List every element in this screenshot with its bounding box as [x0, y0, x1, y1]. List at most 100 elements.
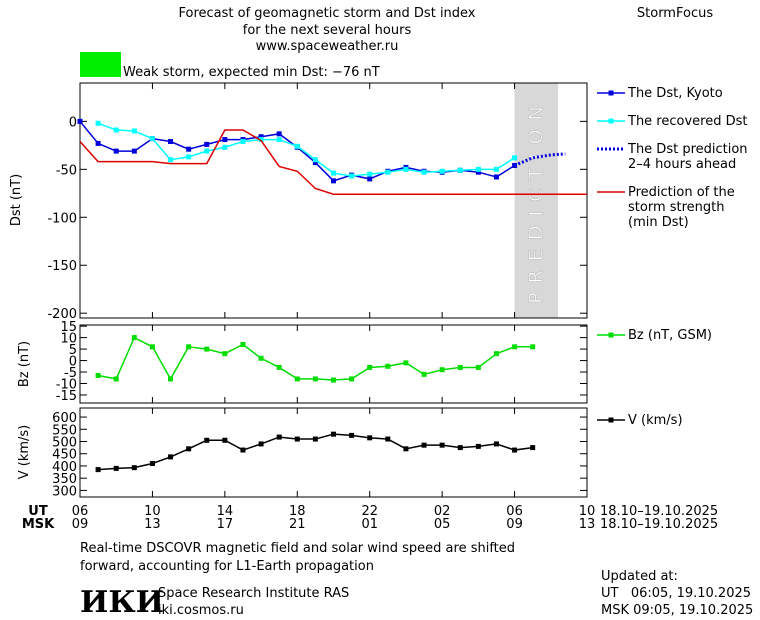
plot-frame [79, 82, 588, 319]
legend-label: Bz (nT, GSM) [628, 328, 712, 343]
point [439, 442, 445, 448]
point [331, 431, 336, 437]
point [294, 143, 300, 149]
point [349, 173, 355, 179]
x-tick-label: 06 [506, 504, 523, 519]
legend-marker [608, 332, 614, 338]
point [204, 141, 210, 147]
point [403, 166, 409, 172]
row-label: MSK [22, 517, 55, 532]
point [204, 148, 210, 154]
point [421, 371, 427, 377]
point [421, 169, 427, 175]
point [331, 377, 336, 383]
title-line: Forecast of geomagnetic storm and Dst in… [178, 6, 475, 21]
point [457, 167, 463, 173]
prediction-zone [514, 83, 559, 318]
point [475, 443, 481, 449]
point [367, 435, 373, 441]
point [149, 136, 155, 142]
point [276, 137, 282, 143]
y-tick-label: 15 [60, 320, 77, 335]
point [113, 376, 119, 382]
point [95, 372, 101, 378]
y-tick-label: 600 [52, 411, 77, 426]
y-tick-label: 5 [69, 343, 77, 358]
note: Real-time DSCOVR magnetic field and sola… [80, 541, 515, 556]
legend-label: V (km/s) [628, 413, 683, 428]
y-tick-label: 500 [52, 435, 77, 450]
point [222, 144, 228, 150]
point [493, 174, 499, 180]
x-tick-label: 13 [144, 517, 161, 532]
point [385, 169, 391, 175]
point [240, 342, 246, 347]
point [276, 434, 282, 440]
point [512, 344, 518, 350]
site: iki.cosmos.ru [158, 603, 244, 618]
series-line [97, 122, 515, 177]
point [168, 376, 174, 382]
point [168, 157, 174, 163]
title-line: www.spaceweather.ru [256, 39, 399, 54]
y-tick-label: -150 [47, 259, 77, 274]
point [131, 465, 137, 471]
point [276, 131, 282, 137]
legend-label: Prediction of the [628, 185, 735, 200]
series-line [79, 129, 587, 196]
point [349, 376, 355, 382]
x-tick-label: 01 [361, 517, 378, 532]
point [149, 461, 155, 467]
point [222, 137, 228, 143]
x-tick-label: 10 [144, 504, 161, 519]
row-label: UT [28, 504, 48, 519]
point [186, 146, 192, 152]
y-tick-label: -100 [47, 211, 77, 226]
point [530, 344, 536, 350]
x-tick-label: 13 [579, 517, 596, 532]
point [475, 364, 481, 370]
legend-marker [608, 417, 614, 423]
x-tick-label: 09 [506, 517, 523, 532]
x-tick-label: 22 [361, 504, 378, 519]
point [312, 157, 318, 163]
x-tick-label: 18 [289, 504, 306, 519]
point [95, 467, 101, 473]
point [186, 154, 192, 160]
point [240, 139, 246, 145]
x-tick-label: 05 [434, 517, 451, 532]
point [258, 137, 264, 143]
legend-label: The Dst, Kyoto [627, 86, 723, 101]
point [113, 148, 119, 154]
y-axis-label: Bz (nT) [17, 341, 32, 387]
point [240, 447, 246, 453]
point [439, 168, 445, 174]
point [457, 364, 463, 370]
point [95, 140, 101, 146]
x-tick-label: 14 [217, 504, 234, 519]
point [258, 355, 264, 361]
x-tick-label: 09 [72, 517, 89, 532]
point [258, 134, 264, 140]
point [457, 445, 463, 451]
x-tick-label: 17 [217, 517, 234, 532]
point [312, 376, 318, 382]
point [493, 441, 499, 447]
note: forward, accounting for L1-Earth propaga… [80, 559, 374, 574]
point [131, 335, 137, 341]
point [403, 360, 409, 366]
y-tick-label: -200 [47, 307, 77, 322]
series-line [513, 152, 566, 167]
brand: StormFocus [637, 6, 713, 21]
point [312, 436, 318, 442]
point [149, 344, 155, 350]
y-tick-label: 550 [52, 423, 77, 438]
legend-label: The Dst prediction [627, 142, 748, 157]
point [276, 364, 282, 370]
point [113, 127, 119, 133]
y-tick-label: 10 [60, 332, 77, 347]
y-tick-label: 0 [69, 115, 77, 130]
point [131, 148, 137, 154]
y-tick-label: 450 [52, 448, 77, 463]
institute: Space Research Institute RAS [158, 586, 349, 601]
